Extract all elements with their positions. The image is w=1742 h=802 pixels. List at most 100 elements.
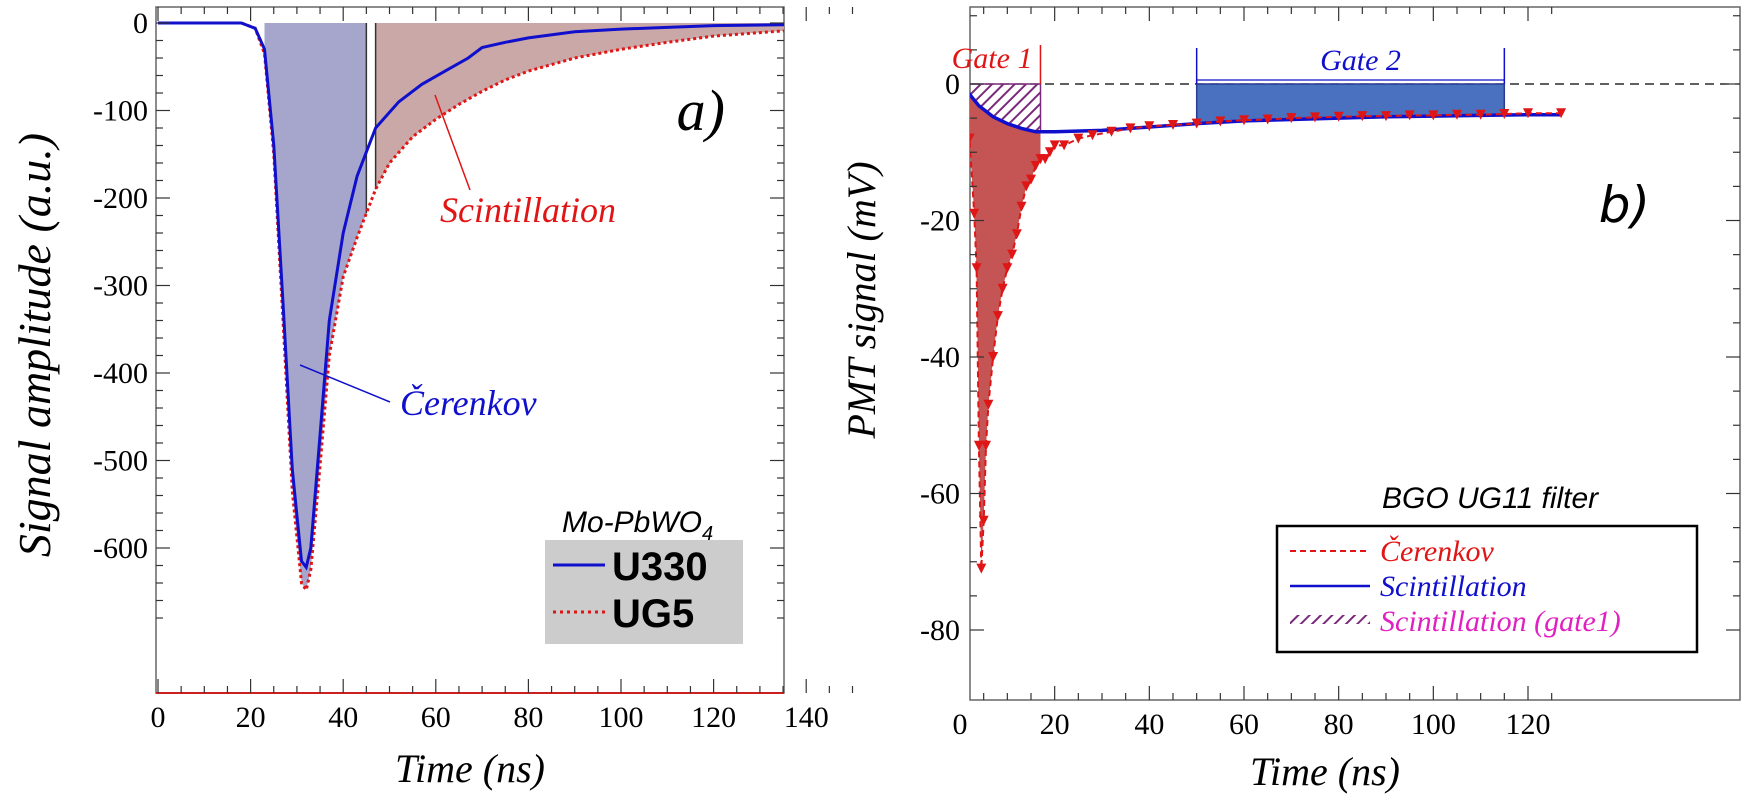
- panel-a-legend-title: Mo-PbWO4: [562, 506, 713, 545]
- y-tick-label: 0: [945, 68, 960, 101]
- legend-cerenkov-label: Čerenkov: [1380, 535, 1495, 568]
- cerenkov-marker: [1215, 116, 1226, 127]
- y-tick-label: -600: [93, 532, 148, 565]
- cerenkov-marker: [970, 133, 975, 143]
- y-tick-label: -300: [93, 270, 148, 303]
- panel-b-legend-box: [1275, 524, 1699, 654]
- cerenkov-marker: [988, 352, 999, 362]
- cerenkov-marker: [1333, 111, 1344, 122]
- cerenkov-marker: [960, 100, 970, 110]
- cerenkov-marker: [1404, 110, 1415, 121]
- x-tick-label: 140: [784, 701, 829, 734]
- scintillation-gate-fill: [375, 23, 784, 190]
- cerenkov-annotation: Čerenkov: [400, 383, 537, 423]
- cerenkov-marker: [1087, 130, 1098, 141]
- x-tick-label: 0: [953, 708, 968, 741]
- cerenkov-marker: [931, 82, 941, 92]
- cerenkov-marker: [1016, 201, 1027, 212]
- cerenkov-marker: [992, 311, 1003, 322]
- cerenkov-marker: [1191, 118, 1202, 129]
- panel-a-legend: Mo-PbWO4 U330 UG5: [545, 506, 743, 644]
- panel-a-label: a): [677, 78, 725, 143]
- gate2-label: Gate 2: [1320, 44, 1401, 77]
- cerenkov-marker: [1262, 114, 1273, 125]
- cerenkov-marker: [973, 440, 984, 451]
- x-tick-label: 120: [1506, 708, 1551, 741]
- x-tick-label: 60: [421, 701, 451, 734]
- cerenkov-marker: [1059, 140, 1070, 151]
- y-tick-label: -80: [920, 614, 960, 647]
- y-tick-label: -40: [920, 341, 960, 374]
- x-tick-label: 20: [1040, 708, 1070, 741]
- cerenkov-marker: [1428, 110, 1439, 121]
- y-tick-label: 0: [133, 7, 148, 40]
- panel-b-legend-title: BGO UG11 filter: [1382, 482, 1599, 515]
- panel-b-frame: [969, 6, 1741, 701]
- cerenkov-marker: [1168, 120, 1178, 130]
- cerenkov-marker: [884, 79, 894, 89]
- cerenkov-marker: [1475, 109, 1486, 120]
- scintillation-annotation: Scintillation: [440, 190, 616, 230]
- cerenkov-marker: [1499, 109, 1510, 119]
- cerenkov-marker: [1144, 121, 1155, 132]
- cerenkov-marker: [908, 81, 918, 91]
- cerenkov-marker: [978, 515, 989, 526]
- panel-a-legend-box: [545, 540, 743, 644]
- x-tick-label: 120: [691, 701, 736, 734]
- cerenkov-series-line: [970, 112, 1562, 569]
- legend-u330-label: U330: [612, 545, 708, 589]
- legend-gate1-label: Scintillation (gate1): [1380, 605, 1621, 638]
- cerenkov-marker: [981, 440, 991, 451]
- cerenkov-marker: [1125, 123, 1136, 134]
- x-tick-label: 40: [1134, 708, 1164, 741]
- legend-scintillation-label: Scintillation: [1380, 570, 1527, 603]
- panel-b-label: b): [1599, 176, 1650, 234]
- cerenkov-gate1-fill: [970, 94, 1041, 560]
- cerenkov-marker: [1310, 112, 1320, 123]
- cerenkov-marker: [1523, 108, 1533, 119]
- x-tick-label: 80: [513, 701, 543, 734]
- y-tick-label: -20: [920, 205, 960, 238]
- y-tick-label: -60: [920, 478, 960, 511]
- y-tick-label: -400: [93, 357, 148, 390]
- cerenkov-marker: [1556, 108, 1567, 119]
- cerenkov-marker: [1106, 126, 1117, 137]
- cerenkov-marker: [860, 79, 870, 89]
- u330-series-line: [158, 21, 784, 571]
- panel-a: 0 20 40 60 80 100 120 140 0 -100 -200 -300 -400 -500…: [9, 6, 854, 791]
- panel-b: 0 20 40 60 80 100 120 0-20-40-60-80 Time (ns) …: [839, 6, 1741, 794]
- cerenkov-annotation-line: [299, 364, 391, 403]
- cerenkov-marker: [1044, 147, 1055, 158]
- cerenkov-marker: [1286, 113, 1297, 124]
- x-tick-label: 20: [236, 701, 266, 734]
- cerenkov-marker: [1073, 133, 1084, 144]
- scintillation-annotation-line: [434, 94, 471, 191]
- cerenkov-marker: [1452, 109, 1462, 120]
- cerenkov-marker: [1011, 229, 1022, 240]
- panel-a-ylabel: Signal amplitude (a.u.): [9, 133, 60, 557]
- ug5-series-line: [158, 21, 784, 594]
- cerenkov-marker: [983, 399, 994, 410]
- cerenkov-marker: [1026, 174, 1036, 185]
- x-tick-label: 100: [599, 701, 644, 734]
- cerenkov-marker: [1049, 140, 1060, 151]
- cerenkov-marker: [1357, 111, 1368, 122]
- panel-b-legend: BGO UG11 filter Čerenkov Scintillation S…: [1275, 482, 1699, 654]
- cerenkov-marker: [1381, 111, 1391, 122]
- y-tick-label: -500: [93, 445, 148, 478]
- x-tick-label: 80: [1324, 708, 1354, 741]
- x-tick-label: 100: [1411, 708, 1456, 741]
- gate1-label: Gate 1: [952, 42, 1033, 75]
- x-tick-label: 0: [151, 701, 166, 734]
- panel-a-xlabel: Time (ns): [395, 746, 545, 791]
- x-tick-label: 60: [1229, 708, 1259, 741]
- cerenkov-marker: [1002, 263, 1013, 274]
- cerenkov-marker: [1030, 160, 1041, 171]
- legend-gate1-swatch: [1290, 615, 1370, 624]
- panel-b-xlabel: Time (ns): [1250, 749, 1400, 794]
- cerenkov-marker: [1007, 249, 1018, 260]
- cerenkov-marker: [971, 263, 982, 274]
- x-tick-label: 40: [328, 701, 358, 734]
- y-tick-label: -100: [93, 95, 148, 128]
